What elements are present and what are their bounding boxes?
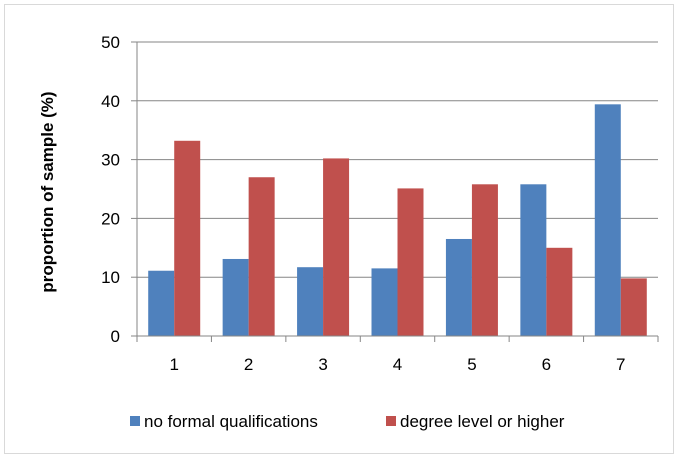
y-axis-label: proportion of sample (%) <box>38 91 57 292</box>
axes <box>131 41 659 342</box>
bar <box>323 158 350 336</box>
y-tick-label: 40 <box>101 92 120 111</box>
y-tick-label: 50 <box>101 33 120 52</box>
bar <box>620 278 647 336</box>
y-tick-label: 0 <box>111 327 120 346</box>
bar <box>222 258 249 336</box>
legend: no formal qualifications degree level or … <box>130 412 565 431</box>
y-tick-labels: 0 10 20 30 40 50 <box>101 33 120 346</box>
y-tick-label: 30 <box>101 151 120 170</box>
bar <box>397 188 424 336</box>
bar <box>371 268 398 336</box>
bar <box>248 177 275 336</box>
legend-label: degree level or higher <box>400 412 565 431</box>
y-tick-label: 10 <box>101 268 120 287</box>
x-tick-label: 5 <box>467 355 476 374</box>
x-tick-label: 1 <box>169 355 178 374</box>
bar <box>594 104 621 336</box>
legend-label: no formal qualifications <box>144 412 318 431</box>
bar <box>445 238 472 336</box>
bar <box>546 247 573 336</box>
y-tick-label: 20 <box>101 209 120 228</box>
legend-swatch <box>130 416 140 426</box>
bar <box>148 270 175 336</box>
legend-swatch <box>386 416 396 426</box>
x-tick-label: 7 <box>616 355 625 374</box>
bar <box>471 184 498 336</box>
x-tick-label: 4 <box>393 355 402 374</box>
x-tick-label: 2 <box>244 355 253 374</box>
bar <box>174 140 201 336</box>
bar <box>297 267 324 336</box>
bar <box>520 184 547 336</box>
bars <box>148 104 647 336</box>
x-tick-labels: 1 2 3 4 5 6 7 <box>169 355 625 374</box>
x-tick-label: 6 <box>542 355 551 374</box>
x-tick-label: 3 <box>318 355 327 374</box>
